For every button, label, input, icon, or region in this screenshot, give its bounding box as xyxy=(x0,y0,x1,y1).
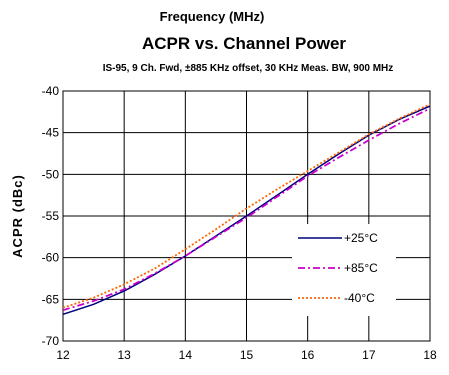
x-tick-label: 14 xyxy=(179,348,193,362)
y-tick-label: -60 xyxy=(42,251,60,265)
x-tick-label: 17 xyxy=(362,348,376,362)
y-tick-label: -65 xyxy=(42,292,60,306)
legend: +25°C +85°C -40°C xyxy=(292,224,396,316)
legend-entries: +25°C +85°C -40°C xyxy=(298,231,378,305)
chart-subtitle: IS-95, 9 Ch. Fwd, ±885 KHz offset, 30 KH… xyxy=(103,63,394,74)
legend-box xyxy=(292,224,396,316)
x-tick-label: 12 xyxy=(56,348,70,362)
y-tick-label: -45 xyxy=(42,126,60,140)
series-line-1 xyxy=(62,107,431,312)
y-tick-label: -40 xyxy=(42,84,60,98)
legend-label-0: +25°C xyxy=(344,231,378,245)
x-tick-label: 15 xyxy=(240,348,254,362)
y-tick-labels: -40 -45 -50 -55 -60 -65 -70 xyxy=(42,84,60,348)
y-tick-label: -70 xyxy=(42,334,60,348)
y-tick-label: -55 xyxy=(42,209,60,223)
plot-area xyxy=(62,90,431,342)
top-label: Frequency (MHz) xyxy=(160,9,265,24)
legend-label-1: +85°C xyxy=(344,261,378,275)
x-tick-label: 18 xyxy=(423,348,437,362)
x-tick-label: 16 xyxy=(301,348,315,362)
series-layer xyxy=(62,103,431,316)
y-tick-label: -50 xyxy=(42,167,60,181)
y-axis-label: ACPR (dBc) xyxy=(10,174,25,258)
x-tick-label: 13 xyxy=(117,348,131,362)
x-tick-labels: 12 13 14 15 16 17 18 xyxy=(56,348,437,362)
legend-label-2: -40°C xyxy=(344,291,375,305)
series-line-2 xyxy=(62,103,431,309)
chart-title: ACPR vs. Channel Power xyxy=(142,34,346,53)
